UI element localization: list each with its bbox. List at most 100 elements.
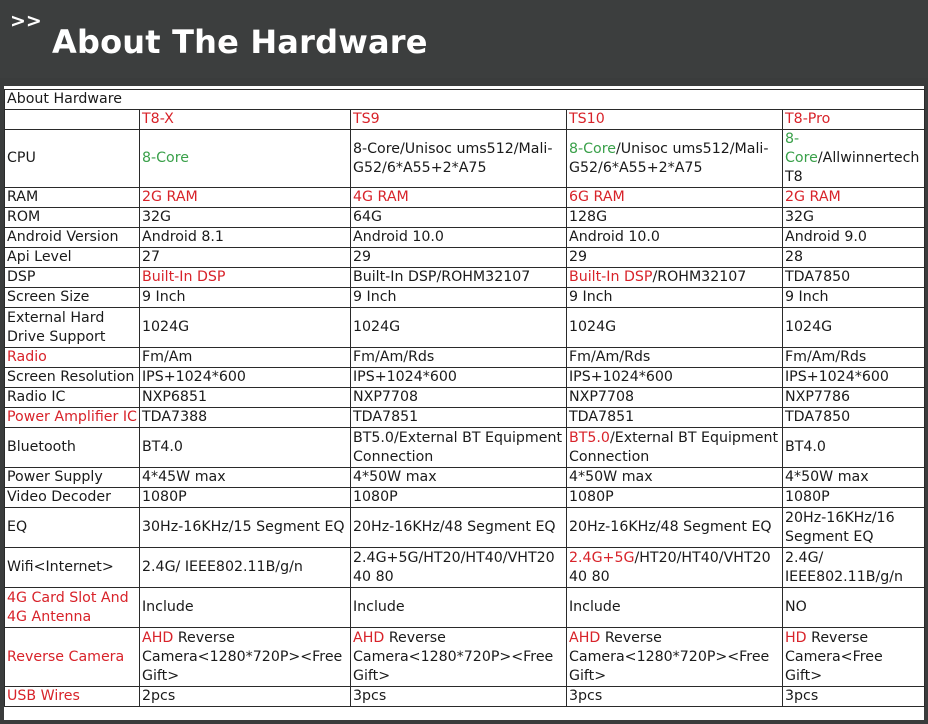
- spec-value-cell: 9 Inch: [350, 287, 567, 308]
- spec-value-cell: 3pcs: [350, 686, 567, 707]
- spec-value-cell: Fm/Am: [139, 347, 351, 368]
- row-label: Api Level: [4, 247, 140, 268]
- product-name: TS10: [566, 109, 783, 130]
- spec-value-text: 2.4G/ IEEE802.11B/g/n: [142, 559, 303, 575]
- row-label: Radio: [4, 347, 140, 368]
- spec-value-text: 29: [569, 249, 588, 265]
- spec-value-text: /HT20/HT40/VHT20 40 80: [569, 549, 771, 585]
- spec-value-text: 20Hz-16KHz/48 Segment EQ: [569, 519, 772, 535]
- spec-value-text: TDA7851: [353, 409, 419, 425]
- spec-value-cell: Built-In DSP/ROHM32107: [350, 267, 567, 288]
- spec-value-text: 2.4G+5G/HT20/HT40/VHT20 40 80: [353, 549, 555, 585]
- table-row: Power Amplifier IC TDA7388 TDA7851 TDA7851 T…: [4, 407, 926, 428]
- spec-value-text: 4G RAM: [353, 189, 409, 205]
- spec-value-text: Fm/Am/Rds: [785, 349, 867, 365]
- spec-value-text: 1024G: [569, 319, 617, 335]
- spec-value-cell: Fm/Am/Rds: [350, 347, 567, 368]
- caption-row: About Hardware: [3, 89, 926, 110]
- page-title: About The Hardware: [52, 23, 428, 61]
- table-row: Screen Size 9 Inch 9 Inch 9 Inch 9 Inch: [4, 287, 926, 308]
- spec-value-cell: BT4.0: [139, 427, 351, 468]
- spec-value-text: TDA7850: [785, 269, 851, 285]
- spec-value-text: 8-Core: [142, 150, 189, 166]
- spec-value-text: Reverse Camera<1280*720P><Free Gift>: [569, 629, 770, 684]
- spec-value-text: TDA7850: [785, 409, 851, 425]
- row-label: EQ: [4, 507, 140, 548]
- spec-value-text: 8-Core: [569, 140, 616, 157]
- spec-value-cell: NO: [781, 587, 926, 628]
- table-row: RAM 2G RAM 4G RAM 6G RAM 2G RAM: [4, 187, 926, 208]
- spec-value-cell: 2.4G/ IEEE802.11B/g/n: [139, 547, 351, 588]
- spec-value-text: 2.4G/ IEEE802.11B/g/n: [785, 549, 904, 585]
- spec-value-cell: Android 9.0: [781, 227, 926, 248]
- spec-value-text: 1080P: [569, 489, 614, 505]
- spec-value-cell: AHD Reverse Camera<1280*720P><Free Gift>: [566, 627, 783, 687]
- spec-value-text: Reverse Camera<Free Gift>: [785, 629, 883, 684]
- table-row: Radio Fm/Am Fm/Am/Rds Fm/Am/Rds Fm/Am/Rds: [4, 347, 926, 368]
- spec-value-cell: 20Hz-16KHz/16 Segment EQ: [781, 507, 926, 548]
- spec-value-cell: Include: [566, 587, 783, 628]
- spec-value-cell: 64G: [350, 207, 567, 228]
- spec-value-text: Fm/Am: [142, 349, 193, 365]
- spec-value-text: HD: [785, 629, 807, 646]
- row-label: RAM: [4, 187, 140, 208]
- spec-value-cell: 4*45W max: [139, 467, 351, 488]
- spec-value-text: Reverse Camera<1280*720P><Free Gift>: [353, 629, 554, 684]
- spec-value-cell: 3pcs: [781, 686, 926, 707]
- spec-value-text: Android 8.1: [142, 229, 224, 245]
- table-row: CPU 8-Core 8-Core/Unisoc ums512/Mali-G52/6…: [4, 129, 926, 188]
- table-row: Power Supply 4*45W max 4*50W max 4*50W max 4…: [4, 467, 926, 488]
- spec-value-cell: 1080P: [781, 487, 926, 508]
- spec-value-cell: BT5.0/External BT Equipment Connection: [566, 427, 783, 468]
- spec-value-cell: NXP7708: [350, 387, 567, 408]
- table-row: External Hard Drive Support 1024G 1024G 102…: [4, 307, 926, 348]
- product-name: TS9: [350, 109, 567, 130]
- spec-value-cell: 128G: [566, 207, 783, 228]
- spec-value-cell: 4*50W max: [350, 467, 567, 488]
- spec-value-cell: 29: [350, 247, 567, 268]
- spec-value-text: Android 10.0: [353, 229, 444, 245]
- spec-value-text: 2pcs: [142, 688, 176, 704]
- spec-value-text: BT4.0: [785, 439, 826, 455]
- spec-value-text: 9 Inch: [785, 289, 829, 305]
- table-row: EQ 30Hz-16KHz/15 Segment EQ 20Hz-16KHz/48 …: [4, 507, 926, 548]
- spec-value-cell: 4*50W max: [566, 467, 783, 488]
- row-label: External Hard Drive Support: [4, 307, 140, 348]
- table-caption: About Hardware: [3, 89, 926, 110]
- product-name: T8-Pro: [781, 109, 926, 130]
- spec-value-text: 27: [142, 249, 161, 265]
- spec-value-cell: NXP7786: [781, 387, 926, 408]
- spec-value-text: BT4.0: [142, 439, 183, 455]
- spec-value-text: 6G RAM: [569, 189, 625, 205]
- page-header: >> About The Hardware: [0, 0, 928, 78]
- spec-value-text: /ROHM32107: [652, 269, 747, 285]
- spec-value-text: BT5.0: [569, 429, 610, 446]
- spec-value-text: /Allwinnertech T8: [785, 150, 920, 185]
- spec-value-text: NXP7708: [353, 389, 418, 405]
- spec-value-text: 64G: [353, 209, 383, 225]
- table-row: ROM 32G 64G 128G 32G: [4, 207, 926, 228]
- spec-value-cell: Android 8.1: [139, 227, 351, 248]
- table-row: Radio IC NXP6851 NXP7708 NXP7708 NXP7786: [4, 387, 926, 408]
- row-label: ROM: [4, 207, 140, 228]
- spec-sheet: About Hardware T8-X TS9 TS10 T8-Pro CPU 8…: [3, 86, 926, 720]
- spec-value-text: NXP7708: [569, 389, 634, 405]
- spec-value-text: 4*50W max: [569, 469, 653, 485]
- spec-value-cell: 4G RAM: [350, 187, 567, 208]
- spec-value-cell: 8-Core: [139, 129, 351, 188]
- product-name: T8-X: [139, 109, 351, 130]
- spec-value-text: 29: [353, 249, 372, 265]
- spec-value-text: 4*45W max: [142, 469, 226, 485]
- spec-value-text: Built-In DSP/ROHM32107: [353, 269, 531, 285]
- spec-value-cell: 1024G: [566, 307, 783, 348]
- spec-value-cell: 2G RAM: [781, 187, 926, 208]
- spec-value-cell: Built-In DSP: [139, 267, 351, 288]
- spec-value-text: 128G: [569, 209, 608, 225]
- spec-value-text: 2G RAM: [142, 189, 198, 205]
- spec-value-cell: Fm/Am/Rds: [781, 347, 926, 368]
- spec-value-cell: TDA7388: [139, 407, 351, 428]
- product-header-row: T8-X TS9 TS10 T8-Pro: [4, 109, 926, 130]
- spec-value-text: 3pcs: [785, 688, 819, 704]
- spec-value-text: 9 Inch: [569, 289, 613, 305]
- spec-value-text: 20Hz-16KHz/48 Segment EQ: [353, 519, 556, 535]
